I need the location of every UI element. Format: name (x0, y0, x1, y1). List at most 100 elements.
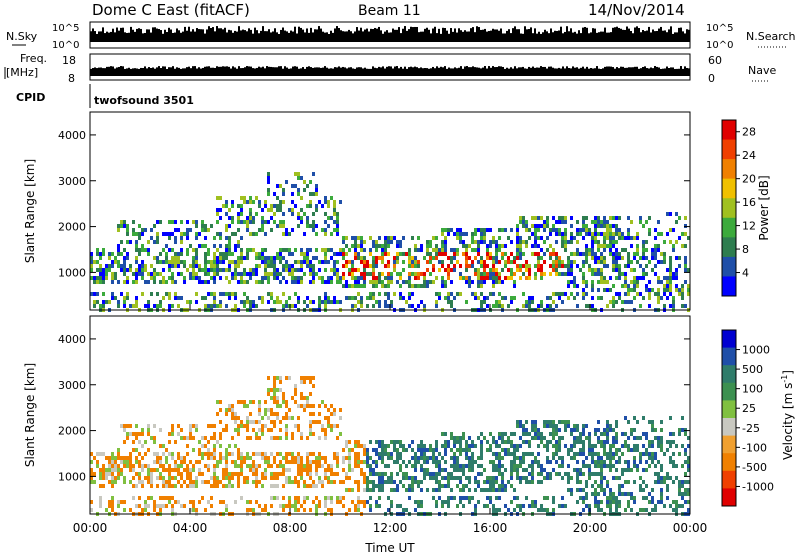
heatmap-cell (567, 256, 570, 260)
heatmap-cell (489, 444, 492, 448)
heatmap-cell (309, 200, 312, 204)
heatmap-cell (111, 484, 114, 488)
heatmap-cell (291, 272, 294, 276)
heatmap-cell (444, 444, 447, 448)
heatmap-cell (570, 236, 573, 240)
heatmap-cell (528, 444, 531, 448)
freq-trace-bar (496, 67, 498, 76)
heatmap-cell (168, 296, 171, 300)
heatmap-cell (411, 448, 414, 452)
heatmap-cell (435, 456, 438, 460)
heatmap-cell (624, 236, 627, 240)
heatmap-cell (216, 304, 219, 308)
heatmap-cell (369, 468, 372, 472)
heatmap-cell (99, 476, 102, 480)
heatmap-cell (540, 300, 543, 304)
heatmap-cell (360, 248, 363, 252)
heatmap-cell (390, 480, 393, 484)
heatmap-cell (297, 472, 300, 476)
heatmap-cell (228, 224, 231, 228)
heatmap-cell (282, 192, 285, 196)
heatmap-cell (339, 252, 342, 256)
heatmap-cell (546, 460, 549, 464)
freq-trace-bar (364, 67, 366, 76)
heatmap-cell (387, 476, 390, 480)
nsky-trace-bar (326, 32, 328, 42)
freq-trace-bar (448, 67, 450, 76)
freq-trace-bar (666, 66, 668, 76)
heatmap-cell (303, 468, 306, 472)
heatmap-cell (387, 276, 390, 280)
heatmap-cell (321, 300, 324, 304)
cpid-label: CPID (16, 91, 45, 104)
heatmap-cell (453, 476, 456, 480)
heatmap-cell (270, 412, 273, 416)
heatmap-cell (297, 508, 300, 512)
heatmap-cell (294, 304, 297, 308)
heatmap-cell (312, 484, 315, 488)
heatmap-cell (456, 260, 459, 264)
heatmap-cell (261, 280, 264, 284)
heatmap-cell (513, 460, 516, 464)
heatmap-cell (405, 508, 408, 512)
heatmap-cell (267, 180, 270, 184)
heatmap-cell (168, 464, 171, 468)
heatmap-cell (621, 284, 624, 288)
heatmap-cell (591, 252, 594, 256)
heatmap-cell (678, 484, 681, 488)
heatmap-cell (102, 468, 105, 472)
heatmap-cell (264, 504, 267, 508)
nsky-trace-bar (420, 31, 422, 42)
heatmap-cell (309, 280, 312, 284)
heatmap-cell (630, 260, 633, 264)
heatmap-cell (339, 496, 342, 500)
heatmap-cell (387, 304, 390, 308)
heatmap-cell (273, 204, 276, 208)
heatmap-cell (282, 220, 285, 224)
heatmap-cell (576, 436, 579, 440)
heatmap-cell (132, 496, 135, 500)
heatmap-cell (477, 480, 480, 484)
heatmap-cell (330, 424, 333, 428)
heatmap-cell (372, 276, 375, 280)
heatmap-cell (591, 280, 594, 284)
heatmap-cell (330, 412, 333, 416)
nsky-trace-bar (620, 28, 622, 42)
heatmap-cell (108, 464, 111, 468)
freq-trace-bar (268, 66, 270, 76)
heatmap-cell (492, 292, 495, 296)
heatmap-cell (336, 436, 339, 440)
heatmap-cell (225, 508, 228, 512)
heatmap-cell (606, 452, 609, 456)
freq-trace-bar (582, 66, 584, 76)
nsky-trace-bar (486, 31, 488, 42)
heatmap-cell (603, 260, 606, 264)
velocity-colorbar-label: Velocity [m s-1] (780, 370, 795, 460)
heatmap-cell (609, 232, 612, 236)
heatmap-cell (378, 300, 381, 304)
heatmap-cell (375, 440, 378, 444)
heatmap-cell (123, 264, 126, 268)
heatmap-cell (438, 268, 441, 272)
heatmap-cell (354, 508, 357, 512)
heatmap-cell (138, 264, 141, 268)
nsky-trace-bar (570, 28, 572, 42)
heatmap-cell (270, 484, 273, 488)
heatmap-cell (186, 472, 189, 476)
heatmap-cell (369, 480, 372, 484)
heatmap-cell (567, 296, 570, 300)
nsky-trace-bar (502, 33, 504, 42)
heatmap-cell (555, 256, 558, 260)
heatmap-cell (555, 272, 558, 276)
heatmap-cell (171, 276, 174, 280)
heatmap-cell (246, 296, 249, 300)
freq-trace-bar (610, 66, 612, 76)
heatmap-cell (663, 504, 666, 508)
heatmap-cell (192, 256, 195, 260)
freq-trace-bar (480, 68, 482, 76)
heatmap-cell (135, 448, 138, 452)
freq-trace-bar (250, 66, 252, 76)
heatmap-cell (477, 244, 480, 248)
freq-trace-bar (470, 67, 472, 76)
